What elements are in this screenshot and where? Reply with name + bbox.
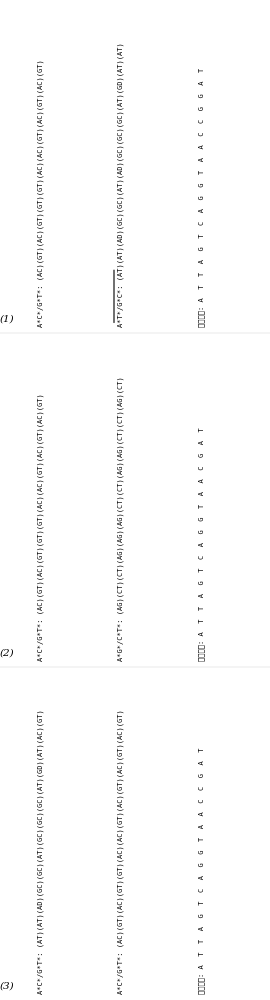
Text: 编码序列: A  T  T  A  G  T  C  A  G  G  T  A  A  C  C  G  A  T: 编码序列: A T T A G T C A G G T A A C C G A … [198, 748, 205, 994]
Text: A*C*/G*T*: (AT)(AT)(AD)(GC)(GC)(AT)(GC)(GC)(GC)(AT)(GD)(AT)(AC)(GT): A*C*/G*T*: (AT)(AT)(AD)(GC)(GC)(AT)(GC)(… [38, 709, 45, 994]
Text: (2): (2) [0, 648, 14, 657]
Text: (1): (1) [0, 315, 14, 324]
Text: A*C*/G*T*: (AC)(GT)(AC)(GT)(GT)(GT)(AC)(AC)(GT)(AC)(GT)(AC)(GT): A*C*/G*T*: (AC)(GT)(AC)(GT)(GT)(GT)(AC)(… [38, 60, 45, 327]
Text: 编码序列: A  T  T  A  G  T  C  A  G  G  T  A  A  C  C  G  G  A  T: 编码序列: A T T A G T C A G G T A A C C G G … [198, 68, 205, 327]
Text: A*C*/G*T*: (AC)(GT)(AC)(GT)(GT)(AC)(AC)(GT)(AC)(GT)(AC)(GT)(AC)(GT): A*C*/G*T*: (AC)(GT)(AC)(GT)(GT)(AC)(AC)(… [118, 709, 124, 994]
Text: (3): (3) [0, 982, 14, 990]
Text: 编码序列: A  T  T  A  G  T  C  A  G  G  T  A  A  C  G  A  T: 编码序列: A T T A G T C A G G T A A C G A T [198, 427, 205, 661]
Text: A*G*/C*T*: (AG)(CT)(CT)(AG)(AG)(AG)(CT)(CT)(AG)(AG)(CT)(CT)(AG)(CT): A*G*/C*T*: (AG)(CT)(CT)(AG)(AG)(AG)(CT)(… [118, 376, 124, 661]
Text: A*T*/G*C*: (AT)(AT)(AD)(GC)(GC)(AT)(AD)(GC)(GC)(GC)(AT)(GD)(AT)(AT): A*T*/G*C*: (AT)(AT)(AD)(GC)(GC)(AT)(AD)(… [118, 43, 124, 327]
Text: A*C*/G*T*: (AC)(GT)(AC)(GT)(GT)(GT)(AC)(AC)(GT)(AC)(GT)(AC)(GT): A*C*/G*T*: (AC)(GT)(AC)(GT)(GT)(GT)(AC)(… [38, 393, 45, 661]
